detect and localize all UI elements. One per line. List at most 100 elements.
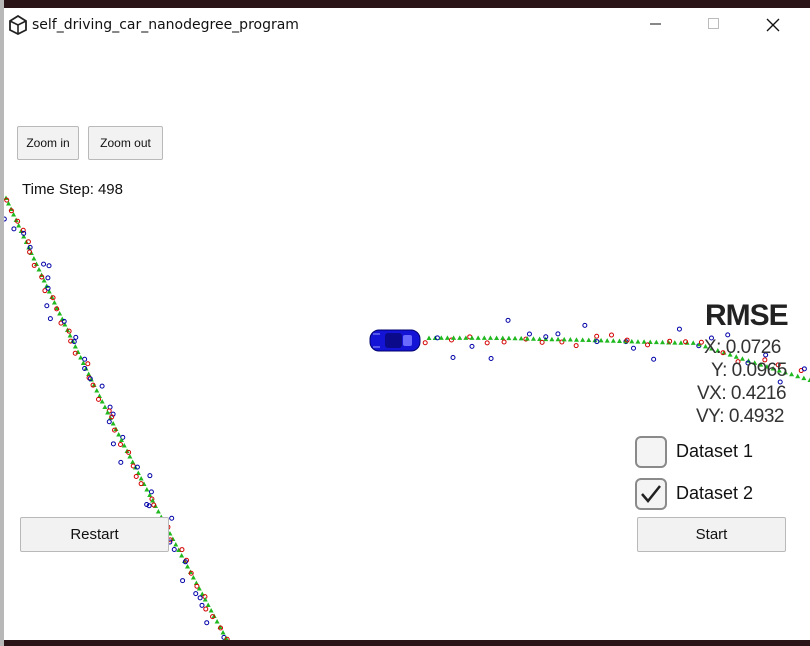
radar-marker	[118, 459, 124, 465]
lidar-marker	[25, 239, 31, 245]
lidar-marker	[698, 339, 704, 345]
radar-marker	[488, 355, 494, 361]
lidar-marker	[762, 357, 768, 363]
rmse-y: Y: 0.0965	[711, 360, 787, 381]
minimize-icon	[650, 23, 661, 25]
close-button[interactable]	[749, 8, 795, 41]
radar-marker	[110, 411, 116, 417]
estimate-marker	[6, 201, 12, 206]
radar-marker	[110, 441, 116, 447]
lidar-marker	[31, 262, 37, 268]
radar-marker	[197, 595, 203, 601]
radar-marker	[147, 473, 153, 479]
estimate-marker	[205, 602, 211, 607]
radar-marker	[193, 591, 199, 597]
estimate-marker	[690, 340, 696, 345]
estimate-marker	[62, 322, 68, 327]
estimate-marker	[44, 283, 50, 288]
lidar-marker	[218, 625, 224, 631]
rmse-vy: VY: 0.4932	[696, 406, 784, 427]
title-bar[interactable]: self_driving_car_nanodegree_program	[4, 8, 810, 41]
maximize-icon	[708, 18, 719, 29]
estimate-marker	[444, 335, 450, 340]
lidar-marker	[39, 274, 45, 280]
radar-marker	[555, 331, 561, 337]
estimate-marker	[512, 335, 518, 341]
restart-button[interactable]: Restart	[20, 517, 169, 552]
lidar-marker	[559, 339, 565, 345]
estimate-marker	[629, 338, 635, 344]
estimate-marker	[703, 343, 709, 349]
estimate-marker	[764, 364, 770, 369]
lidar-marker	[117, 441, 123, 447]
estimate-marker	[807, 377, 810, 382]
estimate-marker	[130, 459, 136, 464]
minimize-button[interactable]	[633, 8, 679, 41]
estimate-marker	[202, 597, 208, 602]
estimate-marker	[487, 335, 493, 340]
lidar-marker	[720, 350, 726, 356]
start-button[interactable]: Start	[637, 517, 786, 552]
estimate-marker	[475, 335, 481, 340]
estimate-marker	[57, 311, 63, 316]
estimate-marker	[494, 335, 500, 340]
estimate-marker	[105, 410, 111, 415]
estimate-marker	[147, 492, 153, 497]
radar-marker	[171, 547, 177, 553]
radar-marker	[47, 316, 53, 322]
radar-marker	[41, 261, 47, 267]
lidar-marker	[735, 359, 741, 365]
estimate-marker	[78, 355, 84, 360]
lidar-marker	[484, 340, 490, 346]
estimate-marker	[16, 223, 22, 228]
time-step-readout: Time Step: 498	[22, 181, 123, 198]
simulator-window: self_driving_car_nanodegree_program Zoom…	[4, 8, 810, 640]
radar-marker	[27, 244, 33, 250]
estimate-marker	[666, 339, 672, 345]
estimate-marker	[678, 340, 684, 345]
lidar-marker	[624, 337, 630, 343]
dataset-1-label: Dataset 1	[676, 441, 754, 461]
lidar-marker	[683, 339, 689, 345]
radar-marker	[82, 356, 88, 362]
estimate-marker	[196, 586, 202, 591]
dataset-1-checkbox[interactable]	[635, 436, 667, 468]
checkmark-icon	[641, 485, 661, 503]
maximize-button[interactable]	[691, 8, 737, 41]
unity-icon	[9, 15, 27, 35]
rmse-title: RMSE	[705, 299, 789, 332]
radar-marker	[61, 318, 67, 324]
radar-marker	[745, 360, 751, 366]
dataset-2-checkbox[interactable]	[635, 478, 667, 510]
radar-marker	[180, 578, 186, 584]
lidar-marker	[203, 606, 209, 612]
estimate-marker	[653, 339, 659, 345]
close-icon	[766, 18, 780, 32]
radar-marker	[44, 303, 50, 309]
lidar-marker	[645, 342, 651, 348]
rmse-x: X: 0.0726	[704, 337, 781, 358]
lidar-marker	[4, 197, 10, 203]
zoom-out-button[interactable]: Zoom out	[88, 126, 163, 160]
lidar-marker	[50, 295, 56, 301]
zoom-in-button[interactable]: Zoom in	[17, 126, 79, 160]
radar-marker	[651, 356, 657, 362]
radar-marker	[134, 464, 140, 470]
estimate-marker	[208, 608, 214, 613]
estimate-marker	[94, 388, 100, 393]
estimate-marker	[190, 575, 196, 580]
estimate-marker	[102, 404, 108, 409]
radar-marker	[594, 339, 600, 345]
radar-marker	[676, 326, 682, 332]
lidar-marker	[188, 570, 194, 576]
radar-marker	[801, 366, 807, 372]
estimate-marker	[782, 369, 788, 375]
radar-marker	[45, 285, 51, 291]
estimate-marker	[530, 336, 536, 341]
dataset-2-label: Dataset 2	[676, 483, 754, 503]
lidar-marker	[422, 340, 428, 346]
estimate-marker	[150, 498, 156, 503]
estimate-marker	[72, 344, 78, 349]
estimate-marker	[789, 371, 795, 377]
estimate-marker	[752, 360, 758, 365]
